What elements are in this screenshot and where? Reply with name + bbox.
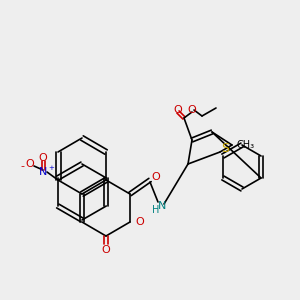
Text: O: O [152, 172, 160, 182]
Text: -: - [20, 161, 24, 171]
Text: O: O [136, 217, 144, 227]
Text: O: O [26, 159, 34, 169]
Text: O: O [174, 105, 182, 115]
Text: O: O [188, 105, 196, 115]
Text: +: + [48, 165, 54, 171]
Text: O: O [39, 153, 47, 163]
Text: N: N [158, 201, 166, 211]
Text: H: H [152, 205, 160, 215]
Text: CH₃: CH₃ [237, 140, 255, 150]
Text: S: S [221, 142, 229, 155]
Text: O: O [102, 245, 110, 255]
Text: N: N [39, 167, 47, 177]
